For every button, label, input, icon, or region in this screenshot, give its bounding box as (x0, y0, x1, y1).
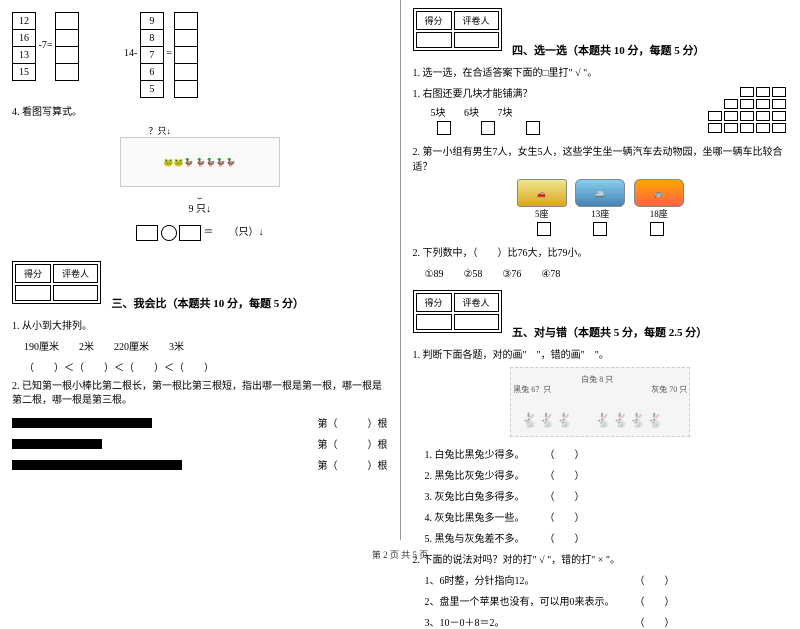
right-column: 得分 评卷人 四、选一选（本题共 10 分，每题 5 分） 1. 选一选，在合适… (401, 0, 800, 540)
answer-cell[interactable] (174, 80, 198, 98)
answer-cell[interactable] (55, 29, 79, 47)
tf-item[interactable]: 1、6时整，分针指向12。 （ ） (425, 572, 789, 587)
expr-box[interactable] (179, 225, 201, 241)
num-cell: 8 (140, 29, 164, 47)
section-4-title: 四、选一选（本题共 10 分，每题 5 分） (512, 42, 705, 58)
vehicle-label: 13座 (572, 207, 628, 220)
tf-item[interactable]: 1. 白兔比黑兔少得多。 （ ） (425, 446, 789, 461)
answer-cell[interactable] (55, 46, 79, 64)
bus-icon: 🚌 (634, 179, 684, 207)
score-label: 得分 (416, 11, 452, 30)
check-box[interactable] (437, 121, 451, 135)
bus-icon: 🚐 (575, 179, 625, 207)
score-table: 得分 评卷人 (12, 261, 101, 304)
opt-label: 5块 (431, 108, 446, 119)
q5-1: 1. 判断下面各题，对的画" "，错的画" "。 (413, 346, 789, 361)
answer-cell[interactable] (174, 63, 198, 81)
grader-label: 评卷人 (454, 293, 499, 312)
q4-2-opts: ①89 ②58 ③76 ④78 (425, 265, 789, 280)
circle-op[interactable] (161, 225, 177, 241)
stick-bar (12, 439, 102, 449)
num-cell: 13 (12, 46, 36, 64)
section-5-title: 五、对与错（本题共 5 分，每题 2.5 分） (512, 324, 707, 340)
tile-grid (706, 85, 788, 135)
check-box[interactable] (593, 222, 607, 236)
score-label: 得分 (416, 293, 452, 312)
section-3-title: 三、我会比（本题共 10 分，每题 5 分） (112, 295, 305, 311)
score-table: 得分 评卷人 (413, 290, 502, 333)
num-cell: 7 (140, 46, 164, 64)
tf-item[interactable]: 4. 灰兔比黑兔多一些。 （ ） (425, 509, 789, 524)
answer-cell[interactable] (55, 12, 79, 30)
score-label: 得分 (15, 264, 51, 283)
expression-row: ＝ （只）↓ (12, 223, 388, 241)
animals-drawing: 🐸🐸🦆 🦆🦆🦆🦆 (120, 137, 280, 187)
num-cell: 16 (12, 29, 36, 47)
tf-item[interactable]: 2、盘里一个苹果也没有，可以用0来表示。 （ ） (425, 593, 789, 608)
answer-cell[interactable] (174, 29, 198, 47)
operator-right: = (166, 48, 172, 59)
expr-equals: ＝ （只）↓ (204, 227, 264, 238)
stick-bar (12, 418, 152, 428)
q3-1: 1. 从小到大排列。 (12, 317, 388, 332)
tf-item[interactable]: 2. 黑兔比灰兔少得多。 （ ） (425, 467, 789, 482)
bar-label[interactable]: 第（ ）根 (318, 415, 388, 430)
vehicle-label: 18座 (631, 207, 687, 220)
q4-1-2: 2. 第一小组有男生7人，女生5人，这些学生坐一辆汽车去动物园，坐哪一辆车比较合… (413, 143, 789, 173)
tf-item[interactable]: 5. 黑兔与灰兔差不多。 （ ） (425, 530, 789, 545)
num-cell: 9 (140, 12, 164, 30)
num-cell: 5 (140, 80, 164, 98)
q3-2: 2. 已知第一根小棒比第二根长，第一根比第三根短，指出哪一根是第一根，哪一根是第… (12, 380, 388, 408)
num-cell: 12 (12, 12, 36, 30)
check-box[interactable] (481, 121, 495, 135)
figure-bottom-label: 9 只↓ (12, 200, 388, 215)
operator-left: 14- (124, 48, 137, 59)
check-box[interactable] (537, 222, 551, 236)
page-footer: 第 2 页 共 5 页 (0, 548, 800, 561)
q4-1: 1. 选一选，在合适答案下面的□里打" √ "。 (413, 64, 789, 79)
check-box[interactable] (650, 222, 664, 236)
num-cell: 6 (140, 63, 164, 81)
expr-box[interactable] (136, 225, 158, 241)
answer-cell[interactable] (174, 12, 198, 30)
score-table: 得分 评卷人 (413, 8, 502, 51)
operator: -7= (39, 40, 53, 51)
q4-2: 2. 下列数中，（ ）比76大，比79小。 (413, 244, 789, 259)
car-icon: 🚗 (517, 179, 567, 207)
num-cell: 15 (12, 63, 36, 81)
score-cell[interactable] (15, 285, 51, 301)
q4-1-1: 1. 右图还要几块才能铺满？ (413, 85, 707, 100)
question-4: 4. 看图写算式。 (12, 103, 388, 118)
grader-label: 评卷人 (53, 264, 98, 283)
vehicle-label: 5座 (514, 207, 570, 220)
subtraction-problems: 12 16 13 15 -7= 14- 9 8 7 6 5 = (12, 12, 388, 97)
left-column: 12 16 13 15 -7= 14- 9 8 7 6 5 = (0, 0, 401, 540)
rabbits-drawing: 白兔 8 只 黑兔 6？只 灰兔 70 只 🐇🐇🐇 🐇🐇🐇🐇 (510, 367, 690, 437)
bar-label[interactable]: 第（ ）根 (318, 457, 388, 472)
bar-label[interactable]: 第（ ）根 (318, 436, 388, 451)
grader-label: 评卷人 (454, 11, 499, 30)
figure-top-label: ？只↓ (0, 124, 388, 137)
tf-item[interactable]: 3. 灰兔比白兔多得多。 （ ） (425, 488, 789, 503)
q3-1-answer[interactable]: （ ）＜（ ）＜（ ）＜（ ） (24, 359, 388, 374)
opt-label: 7块 (498, 108, 513, 119)
grader-cell[interactable] (53, 285, 98, 301)
opt-label: 6块 (464, 108, 479, 119)
tf-item[interactable]: 3、10－0＋8＝2。 （ ） (425, 614, 789, 629)
check-box[interactable] (526, 121, 540, 135)
stick-bar (12, 460, 182, 470)
q3-1-items: 190厘米 2米 220厘米 3米 (24, 338, 388, 353)
answer-cell[interactable] (174, 46, 198, 64)
answer-cell[interactable] (55, 63, 79, 81)
